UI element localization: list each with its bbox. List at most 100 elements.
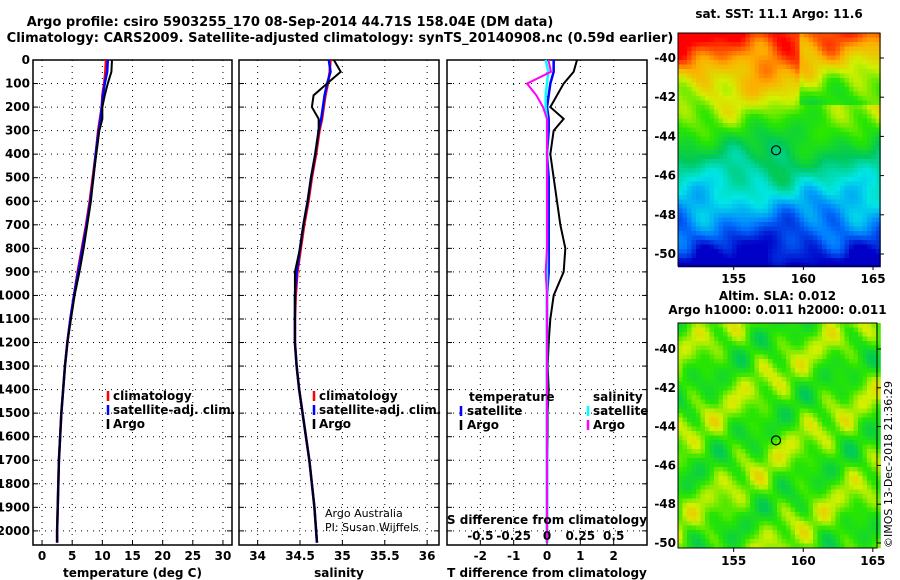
map-cell	[709, 118, 715, 124]
map-cell	[849, 530, 854, 535]
map-cell	[718, 118, 724, 124]
map-cell	[853, 37, 859, 43]
map-cell	[817, 363, 823, 369]
map-cell	[718, 395, 724, 400]
map-cell	[808, 87, 814, 92]
map-cell	[781, 458, 787, 463]
map-cell	[759, 516, 764, 522]
map-cell	[867, 417, 872, 423]
map-cell	[772, 78, 778, 83]
map-cell	[736, 345, 742, 351]
map-cell	[736, 91, 742, 97]
map-cell	[808, 417, 814, 423]
map-cell	[777, 204, 782, 209]
map-cell	[840, 249, 845, 254]
map-cell	[732, 359, 737, 364]
map-cell	[718, 262, 724, 268]
map-cell	[678, 368, 683, 373]
map-cell	[876, 150, 881, 155]
map-cell	[835, 168, 841, 173]
map-cell	[786, 354, 791, 360]
map-cell	[876, 543, 881, 549]
map-cell	[822, 327, 827, 333]
map-cell	[849, 141, 854, 146]
map-cell	[754, 431, 760, 436]
map-cell	[700, 105, 706, 110]
map-cell	[714, 150, 719, 155]
map-cell	[849, 332, 854, 337]
map-cell	[813, 444, 818, 450]
map-cell	[795, 327, 800, 333]
map-cell	[799, 444, 805, 450]
map-cell	[876, 480, 881, 486]
map-cell	[786, 372, 791, 378]
map-cell	[687, 413, 692, 418]
map-cell	[817, 168, 823, 173]
map-cell	[777, 249, 782, 254]
map-cell	[786, 449, 791, 454]
map-frame	[677, 32, 881, 267]
map-cell	[876, 377, 881, 382]
map-cell	[732, 258, 737, 263]
map-cell	[745, 485, 751, 490]
map-cell	[678, 359, 683, 364]
map-cell	[835, 60, 841, 65]
map-cell	[709, 73, 715, 79]
map-cell	[786, 480, 791, 486]
map-cell	[700, 435, 706, 441]
map-cell	[682, 204, 688, 209]
map-cell	[691, 222, 697, 227]
map-cell	[849, 525, 854, 531]
map-cell	[835, 435, 841, 441]
map-cell	[759, 404, 764, 409]
map-cell	[754, 408, 760, 414]
map-cell	[799, 327, 805, 333]
map-cell	[862, 440, 868, 445]
map-cell	[804, 386, 809, 391]
map-cell	[853, 118, 859, 124]
map-cell	[781, 186, 787, 191]
map-cell	[862, 154, 868, 160]
map-cell	[876, 350, 881, 355]
map-cell	[687, 186, 692, 191]
map-cell	[790, 55, 796, 61]
map-cell	[808, 471, 814, 477]
map-cell	[786, 417, 791, 423]
map-cell	[817, 217, 823, 223]
map-cell	[840, 516, 845, 522]
map-cell	[840, 154, 845, 160]
map-cell	[759, 363, 764, 369]
map-cell	[691, 377, 697, 382]
map-cell	[799, 91, 805, 97]
map-cell	[718, 372, 724, 378]
map-cell	[691, 100, 697, 106]
map-cell	[718, 539, 724, 544]
map-cell	[718, 404, 724, 409]
map-cell	[826, 46, 832, 52]
map-cell	[786, 64, 791, 70]
map-cell	[808, 377, 814, 382]
map-cell	[826, 177, 832, 182]
map-cell	[732, 323, 737, 328]
map-cell	[840, 521, 845, 526]
map-cell	[705, 46, 710, 52]
map-cell	[696, 354, 701, 360]
map-cell	[682, 114, 688, 119]
map-cell	[781, 244, 787, 250]
map-cell	[763, 390, 769, 396]
map-cell	[727, 208, 733, 214]
map-cell	[786, 368, 791, 373]
map-cell	[709, 168, 715, 173]
x-tick-label: 34	[249, 549, 266, 563]
map-cell	[808, 332, 814, 337]
map-cell	[853, 507, 859, 513]
map-cell	[831, 127, 836, 133]
map-cell	[813, 177, 818, 182]
map-cell	[682, 458, 688, 463]
map-cell	[759, 350, 764, 355]
map-cell	[759, 386, 764, 391]
map-cell	[853, 123, 859, 128]
map-cell	[691, 381, 697, 387]
map-cell	[853, 444, 859, 450]
map-cell	[727, 345, 733, 351]
